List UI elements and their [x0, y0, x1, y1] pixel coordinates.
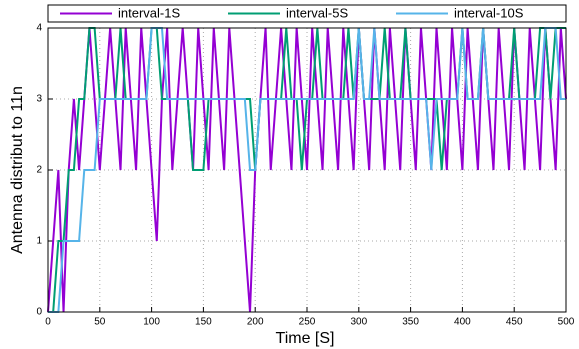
x-tick-label: 100: [143, 317, 160, 328]
x-tick-label: 200: [247, 317, 264, 328]
x-tick-label: 300: [350, 317, 367, 328]
x-axis-label: Time [S]: [276, 330, 335, 347]
y-tick-label: 4: [36, 23, 42, 34]
y-tick-label: 0: [36, 307, 42, 318]
legend-box: [47, 4, 567, 23]
series-line: [48, 27, 566, 313]
x-tick-label: 0: [45, 317, 51, 328]
y-tick-label: 2: [36, 165, 42, 176]
x-tick-label: 400: [454, 317, 471, 328]
legend-label: interval-1S: [118, 5, 180, 20]
x-tick-label: 450: [506, 317, 523, 328]
x-tick-label: 500: [558, 317, 575, 328]
x-tick-label: 50: [94, 317, 106, 328]
y-tick-label: 1: [36, 236, 42, 247]
plot-frame: [47, 27, 567, 313]
legend-label: interval-10S: [454, 5, 524, 20]
series-line: [47, 27, 567, 313]
x-tick-label: 350: [402, 317, 419, 328]
x-tick-label: 250: [299, 317, 316, 328]
x-tick-label: 150: [195, 317, 212, 328]
legend-label: interval-5S: [286, 5, 348, 20]
y-axis-label: Antenna distribut to 11n: [9, 86, 26, 254]
y-tick-label: 3: [36, 94, 42, 105]
